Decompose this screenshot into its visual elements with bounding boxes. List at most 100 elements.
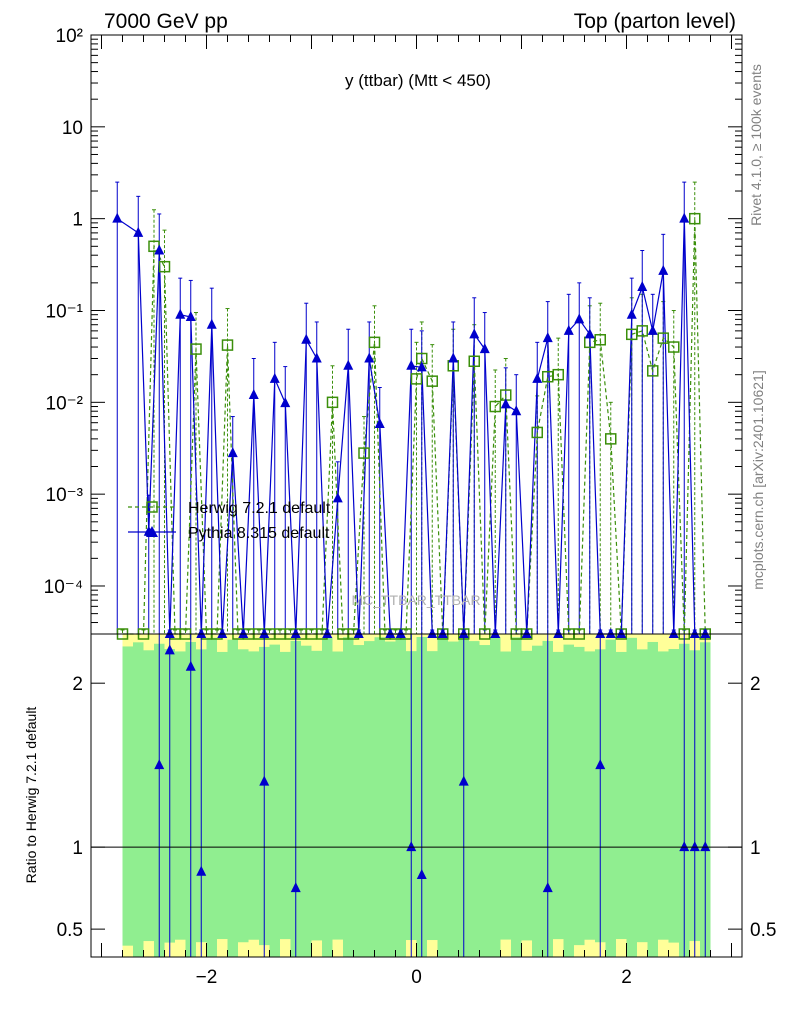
pythia-point	[217, 628, 228, 638]
axis-ticks	[91, 34, 742, 957]
band-inner	[448, 641, 459, 957]
ratio-point	[542, 882, 553, 893]
pythia-point	[227, 447, 238, 458]
pythia-point	[374, 418, 385, 429]
herwig-point	[657, 332, 669, 344]
ratio-y-tick-label: 2	[72, 674, 83, 695]
band-inner	[469, 641, 480, 957]
rivet-version-label: Rivet 4.1.0, ≥ 100k events	[748, 64, 764, 226]
pythia-point	[595, 628, 606, 638]
pythia-point	[112, 212, 123, 223]
band-inner	[343, 637, 354, 957]
band-inner	[143, 650, 154, 942]
band-inner	[217, 651, 228, 940]
pythia-point	[395, 628, 406, 638]
pythia-error-bars	[115, 181, 708, 634]
legend-herwig-label: Herwig 7.2.1 default	[188, 500, 331, 517]
pythia-point	[164, 628, 175, 638]
ratio-y-tick-label: 1	[72, 838, 83, 859]
mcplots-citation-label: mcplots.cern.ch [arXiv:2401.10621]	[750, 370, 766, 589]
y-tick-label: 10	[62, 118, 83, 139]
herwig-point	[326, 396, 339, 409]
ratio-point	[290, 882, 301, 893]
y-tick-label: 10⁻³	[46, 485, 84, 506]
herwig-point	[368, 336, 381, 349]
herwig-point	[552, 368, 564, 381]
band-inner	[269, 644, 280, 957]
ratio-point	[416, 869, 427, 880]
pythia-point	[511, 405, 522, 416]
ratio-point	[595, 759, 606, 770]
pythia-point	[353, 628, 364, 638]
pythia-point	[448, 352, 459, 363]
band-inner	[490, 637, 501, 957]
pythia-point	[490, 628, 501, 638]
band-inner	[553, 651, 564, 940]
ratio-y-tick-label-right: 2	[750, 674, 761, 695]
herwig-point	[410, 373, 423, 385]
band-inner	[616, 651, 627, 940]
pythia-point	[133, 226, 144, 237]
band-inner	[532, 645, 543, 957]
ratio-point	[679, 841, 690, 852]
pythia-point	[175, 308, 186, 319]
pythia-point	[563, 324, 574, 335]
ratio-axis-label: Ratio to Herwig 7.2.1 default	[23, 707, 39, 884]
band-inner	[364, 641, 375, 957]
pythia-point	[185, 310, 196, 321]
herwig-line	[122, 218, 706, 635]
herwig-point	[605, 433, 617, 445]
ratio-point	[185, 660, 196, 671]
band-inner	[395, 637, 406, 957]
band-inner	[280, 651, 291, 940]
ratio-point	[164, 644, 175, 655]
band-inner	[521, 650, 532, 941]
legend-pythia-label: Pythia 8.315 default	[188, 525, 330, 542]
pythia-point	[458, 628, 469, 638]
herwig-point	[468, 355, 480, 368]
x-tick-label: 0	[411, 967, 422, 988]
herwig-point	[221, 339, 234, 351]
band-inner	[437, 637, 448, 957]
pythia-point	[637, 281, 648, 292]
ratio-point	[196, 865, 207, 876]
band-inner	[122, 646, 133, 946]
pythia-point	[437, 628, 448, 638]
band-inner	[626, 637, 637, 957]
pythia-point	[385, 628, 396, 638]
pythia-point	[290, 628, 301, 638]
pythia-point	[259, 628, 270, 638]
pythia-point	[469, 328, 480, 339]
pythia-point	[521, 628, 532, 638]
ratio-series	[91, 634, 742, 957]
ratio-y-tick-label: 0.5	[57, 920, 83, 941]
pythia-point	[542, 332, 553, 343]
x-tick-label: −2	[196, 967, 218, 988]
band-inner	[574, 646, 585, 946]
pythia-point	[553, 628, 564, 638]
band-inner	[563, 644, 574, 957]
process-label: Top (parton level)	[574, 10, 736, 33]
y-tick-label: 10²	[56, 26, 83, 47]
ratio-y-tick-label-right: 0.5	[750, 920, 776, 941]
ratio-point	[700, 841, 711, 852]
pythia-point	[574, 313, 585, 324]
ratio-point	[458, 775, 469, 786]
herwig-point	[531, 426, 543, 439]
band-inner	[311, 650, 322, 941]
y-tick-label: 10⁻¹	[46, 301, 84, 322]
pythia-point	[248, 389, 259, 400]
band-inner	[647, 641, 658, 957]
band-inner	[353, 645, 364, 957]
watermark-label: MC_TTBAR_TTBAR	[351, 592, 480, 608]
legend-herwig-marker	[146, 501, 158, 513]
band-inner	[584, 651, 595, 940]
band-inner	[227, 639, 238, 957]
pythia-point	[427, 628, 438, 638]
y-tick-label: 10⁻⁴	[44, 577, 83, 598]
pythia-point	[479, 343, 490, 354]
band-inner	[322, 637, 333, 957]
herwig-point	[636, 325, 648, 337]
band-inner	[248, 651, 259, 940]
